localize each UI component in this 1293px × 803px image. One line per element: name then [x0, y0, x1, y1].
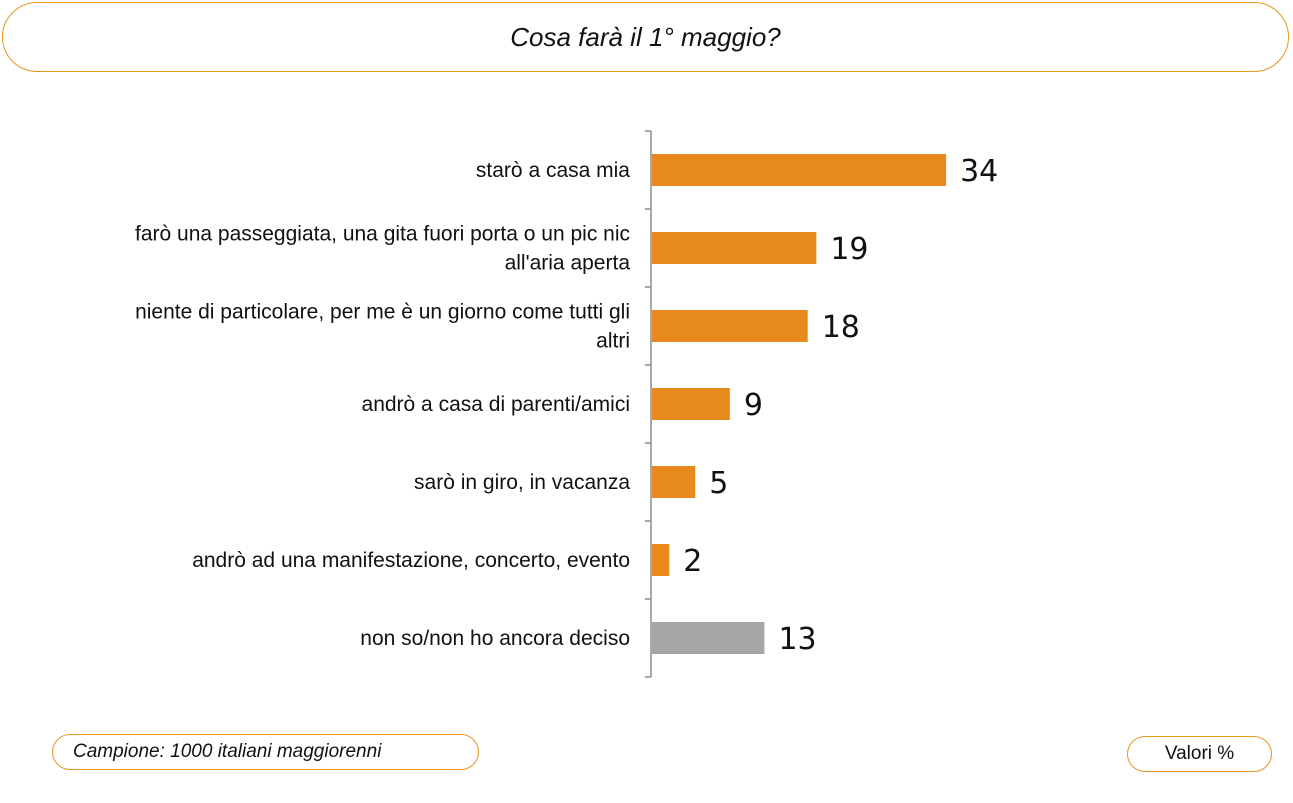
bar-value-label: 9 [744, 388, 763, 423]
chart-title: Cosa farà il 1° maggio? [510, 21, 781, 52]
category-label-line: all'aria aperta [505, 252, 631, 275]
category-label: starò a casa mia [476, 159, 630, 182]
bar [652, 232, 817, 264]
sample-note-frame: Campione: 1000 italiani maggiorenni [52, 734, 479, 770]
sample-note: Campione: 1000 italiani maggiorenni [73, 741, 382, 762]
bar [652, 622, 765, 654]
category-label-line: andrò ad una manifestazione, concerto, e… [192, 549, 630, 572]
category-label: andrò ad una manifestazione, concerto, e… [192, 549, 630, 572]
chart-title-frame: Cosa farà il 1° maggio? [2, 2, 1289, 72]
bar-value-label: 13 [778, 622, 816, 657]
category-label: niente di particolare, per me è un giorn… [135, 301, 630, 353]
category-label-line: sarò in giro, in vacanza [414, 471, 630, 494]
bar [652, 310, 808, 342]
bar-value-label: 5 [709, 466, 728, 501]
category-label: non so/non ho ancora deciso [360, 627, 630, 650]
bar [652, 154, 947, 186]
units-note-frame: Valori % [1127, 736, 1272, 772]
units-note: Valori % [1164, 743, 1235, 764]
category-label-line: farò una passeggiata, una gita fuori por… [135, 223, 630, 246]
category-label: farò una passeggiata, una gita fuori por… [135, 223, 630, 275]
bar-value-label: 18 [822, 310, 860, 345]
category-label-line: altri [596, 330, 630, 353]
category-label-line: non so/non ho ancora deciso [360, 627, 630, 650]
category-label-line: starò a casa mia [476, 159, 630, 182]
bar-value-label: 34 [960, 154, 998, 189]
category-label-line: andrò a casa di parenti/amici [362, 393, 630, 416]
category-label: sarò in giro, in vacanza [414, 471, 630, 494]
category-label: andrò a casa di parenti/amici [362, 393, 630, 416]
bar [652, 466, 696, 498]
bar [652, 544, 670, 576]
bar [652, 388, 730, 420]
bar-value-label: 19 [830, 232, 868, 267]
bar-value-label: 2 [683, 544, 702, 579]
category-label-line: niente di particolare, per me è un giorn… [135, 301, 630, 324]
